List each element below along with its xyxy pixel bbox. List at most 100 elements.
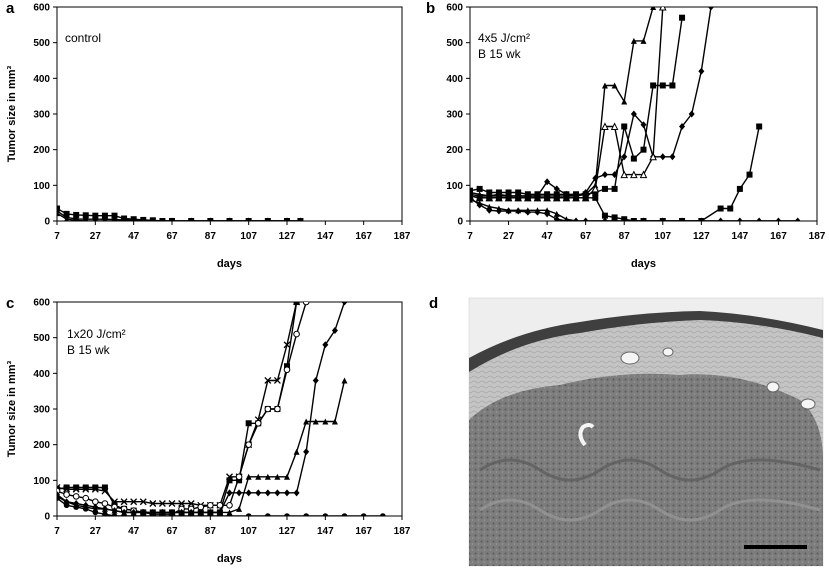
x-tick-label: 67 [166, 526, 178, 537]
x-tick-label: 107 [654, 231, 671, 242]
data-point [534, 207, 541, 214]
data-point [658, 7, 667, 11]
data-point [738, 218, 742, 221]
data-point [470, 193, 473, 200]
data-point [341, 302, 348, 306]
data-point [505, 189, 512, 196]
chart-panel-b: 0 100 200 300 400 500 600 7 27 47 67 87 107 127 147 167… [446, 3, 825, 271]
data-point [111, 212, 118, 219]
data-point [245, 489, 252, 497]
data-point [331, 327, 338, 335]
data-point [266, 218, 270, 221]
data-point [610, 122, 619, 130]
histology-tumor-mass [469, 373, 823, 566]
chart-panel-a: 0 100 200 300 400 500 600 7 27 47 67 87 107 127 147 167… [6, 3, 411, 271]
y-tick-label: 200 [33, 145, 50, 156]
panel-letter-c: c [6, 295, 14, 312]
data-point [140, 509, 147, 516]
data-point [132, 218, 136, 221]
panel-letter-b: b [426, 0, 435, 17]
histology-vessel [662, 347, 674, 357]
data-point [82, 494, 90, 502]
x-axis-label: days [631, 258, 656, 270]
data-point [592, 194, 599, 201]
data-point [582, 188, 589, 196]
data-point [611, 171, 618, 179]
x-tick-label: 7 [54, 526, 60, 537]
panel-letter-d: d [429, 295, 438, 312]
data-point [101, 215, 108, 221]
x-tick-label: 67 [580, 231, 592, 242]
data-point [611, 214, 618, 221]
data-point [591, 184, 600, 193]
data-point [796, 218, 800, 221]
x-tick-label: 127 [693, 231, 710, 242]
data-point [757, 218, 761, 221]
series-group [470, 7, 801, 221]
data-point [601, 185, 608, 192]
x-tick-label: 7 [54, 231, 60, 242]
data-point [113, 218, 116, 221]
data-point [679, 122, 686, 130]
data-point [236, 489, 243, 497]
data-point [72, 493, 80, 500]
data-point [688, 110, 695, 118]
data-point [601, 122, 609, 130]
data-point [611, 82, 618, 89]
x-tick-label: 47 [128, 526, 140, 537]
data-point [159, 509, 166, 516]
data-point [178, 509, 185, 516]
x-tick-label: 67 [166, 231, 178, 242]
data-point [216, 509, 223, 516]
data-point [746, 171, 753, 178]
x-tick-label: 47 [128, 231, 140, 242]
data-point [63, 210, 70, 217]
x-tick-label: 187 [809, 231, 826, 242]
data-point [283, 341, 291, 349]
data-point [264, 377, 272, 384]
data-point [255, 489, 262, 497]
data-point [621, 153, 628, 161]
y-axis-label: Tumor size in mm³ [6, 360, 18, 457]
data-point [303, 513, 309, 516]
chart-annotation: B 15 wk [67, 343, 111, 357]
data-point [476, 194, 483, 201]
data-point [322, 341, 329, 349]
data-point [293, 448, 300, 455]
y-tick-label: 0 [44, 217, 50, 228]
data-point [207, 502, 214, 509]
data-point [235, 473, 243, 481]
data-point [680, 218, 684, 221]
y-tick-label: 600 [33, 3, 50, 14]
data-point [226, 489, 233, 497]
chart-annotation: 1x20 J/cm² [67, 327, 126, 341]
data-point [322, 418, 329, 425]
data-point [553, 210, 560, 217]
data-point [380, 513, 386, 516]
data-point [639, 170, 648, 179]
data-point [285, 218, 289, 221]
data-point [207, 513, 214, 516]
data-point [84, 218, 88, 221]
data-point [630, 155, 637, 162]
data-point [620, 170, 629, 179]
y-tick-label: 300 [33, 405, 50, 416]
histology-image [468, 297, 824, 567]
y-tick-label: 300 [446, 110, 463, 121]
histology-duct [578, 423, 595, 447]
data-point [524, 207, 531, 214]
data-point [776, 218, 780, 221]
data-point [245, 513, 252, 516]
data-point [553, 215, 560, 221]
data-point [640, 121, 647, 129]
data-point [544, 207, 551, 214]
data-point [120, 498, 128, 506]
data-point [293, 330, 300, 338]
data-point [601, 171, 608, 179]
y-tick-label: 0 [44, 512, 50, 523]
data-point [312, 376, 319, 384]
data-point [293, 489, 300, 497]
y-tick-label: 600 [33, 298, 50, 309]
data-point [476, 185, 483, 192]
